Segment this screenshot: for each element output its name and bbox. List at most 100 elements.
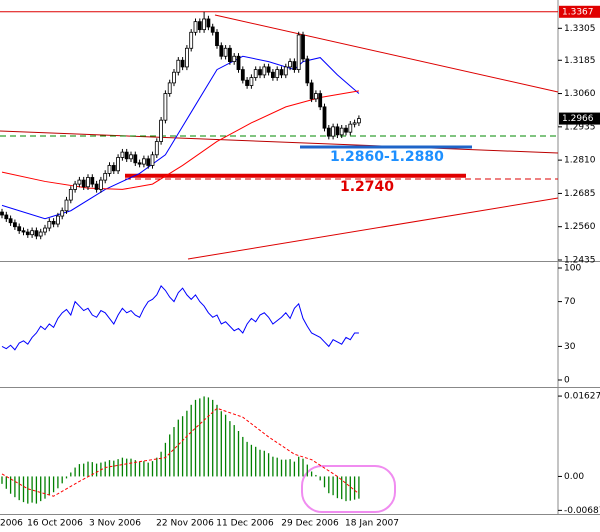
candle-body [283,66,288,76]
y-tick-label: -0.00687 [564,506,600,516]
y-tick-label: 1.2435 [564,256,596,266]
candle-body [266,66,271,73]
candle-body [180,59,185,68]
candle-body [189,31,194,49]
candle-body [111,165,116,172]
price-box [559,112,600,125]
y-tick-label: 0.01627 [564,392,600,402]
candle-body [219,45,224,57]
candle-body [150,154,155,166]
candle-body [38,231,43,237]
candle-body [116,157,120,172]
candle-body [339,127,344,136]
candle-body [167,82,172,94]
candle-body [215,31,219,47]
y-tick-label: 0.00 [564,472,584,482]
candle-body [8,218,13,224]
x-tick-label: 2006 [0,519,23,529]
trend-line [187,197,559,260]
candle-body [292,61,297,70]
candle-body [90,177,95,185]
y-tick-label: 1.2810 [564,156,596,166]
candle-body [352,122,357,125]
candle-body [34,230,39,237]
candle-body [309,82,314,100]
candle-body [202,18,207,31]
trend-line [214,14,559,93]
candle-body [64,199,69,212]
candle-body [249,77,254,86]
candle-body [206,18,211,28]
candle-body [103,173,108,181]
candle-body [356,118,361,124]
candle-body [318,93,323,108]
candle-body [81,179,86,188]
candle-body [210,26,215,33]
candle-body [4,214,9,220]
candle-body [227,47,232,62]
last-price-label: 1.2966 [562,114,594,124]
y-tick-label: 1.2560 [564,222,596,232]
candle-body [12,222,17,228]
candle-body [99,179,103,190]
candle-body [197,21,202,31]
candle-body [322,106,327,129]
candle-body [133,154,138,164]
candle-body [193,21,198,33]
candle-body [154,141,159,156]
candle-body [30,230,35,236]
candle-body [107,165,112,174]
candle-body [68,189,73,201]
signal-line [1,407,360,497]
candle-body [77,179,82,185]
candle-body [0,211,4,216]
candle-body [124,151,129,160]
trend-line [0,130,559,154]
candle-body [86,177,90,188]
candle-body [21,230,26,233]
y-tick-label: 1.3305 [564,24,596,34]
candle-body [47,220,52,229]
candle-body [331,126,336,137]
candle-body [258,69,262,76]
y-tick-label: 1.2685 [564,189,596,199]
high-price-label: 1.3367 [562,7,594,17]
price-box [559,5,600,18]
candle-body [141,158,146,165]
y-tick-label: 1.2935 [564,122,596,132]
candle-body [159,119,164,142]
candle-body [262,66,267,76]
candle-body [43,227,47,233]
candle-body [275,69,280,78]
y-tick-label: 100 [564,264,581,274]
candle-body [288,61,293,68]
candle-body [129,154,133,160]
annotation: 1.2860-1.2880 [330,149,444,165]
candle-body [305,58,310,84]
candle-body [335,126,340,136]
candle-body [253,69,258,78]
y-tick-label: 0 [564,376,570,386]
candle-body [232,55,237,62]
candle-body [270,71,275,78]
candle-body [146,158,151,166]
candle-body [313,93,318,100]
oscillator-line [1,285,359,351]
candle-body [240,69,245,81]
candle-body [348,123,353,133]
candle-body [245,79,250,86]
x-tick-label: 18 Jan 2007 [345,519,399,529]
candle-body [120,151,125,158]
candle-body [73,183,77,190]
x-tick-label: 3 Nov 2006 [89,519,141,529]
candle-body [279,69,284,76]
x-tick-label: 11 Dec 2006 [216,519,274,529]
y-tick-label: 30 [564,342,576,352]
candle-body [51,220,56,225]
candle-body [296,34,301,70]
y-tick-label: 1.3060 [564,89,596,99]
y-tick-label: 70 [564,297,576,307]
candle-body [56,215,60,225]
